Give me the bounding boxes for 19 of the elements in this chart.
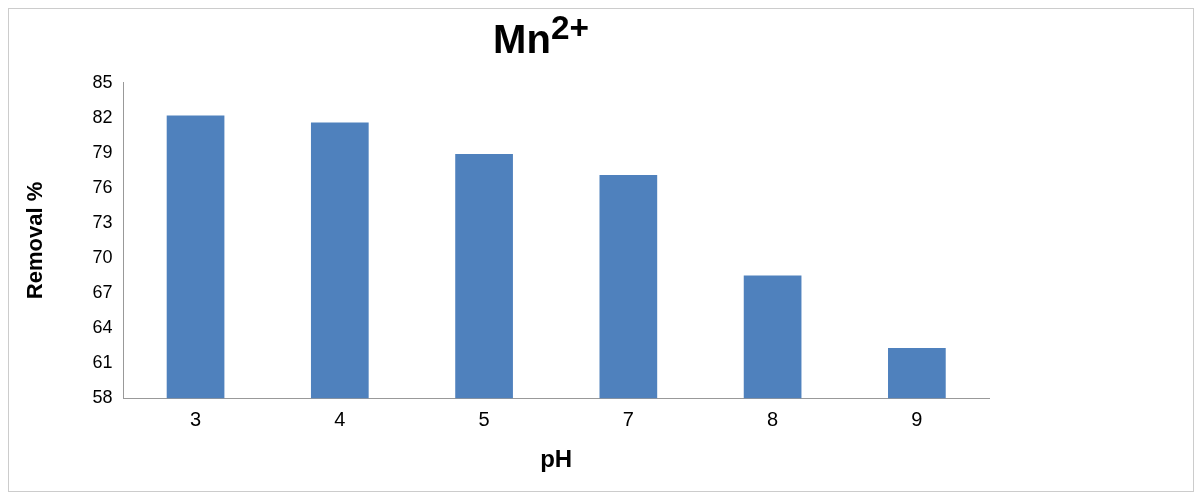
x-axis-title: pH — [540, 445, 573, 473]
y-tick-label: 58 — [92, 387, 113, 408]
x-tick-label: 8 — [767, 407, 779, 430]
x-tick-label: 9 — [911, 407, 923, 430]
y-tick-label: 79 — [92, 141, 113, 162]
chart-title: Mn$^{2+}$ — [492, 9, 590, 64]
y-tick-label: 76 — [92, 176, 113, 197]
y-tick-label: 73 — [92, 211, 113, 232]
x-tick-label: 4 — [334, 407, 346, 430]
y-tick-label: 70 — [92, 246, 113, 267]
x-tick-label: 7 — [622, 407, 634, 430]
x-tick-label: 5 — [478, 407, 490, 430]
y-tick-label: 82 — [92, 106, 113, 127]
y-tick-label: 64 — [92, 317, 113, 338]
y-axis-title: Removal % — [22, 181, 48, 300]
x-tick-label: 3 — [189, 407, 202, 430]
y-tick-label: 85 — [92, 71, 113, 92]
y-tick-label: 61 — [92, 352, 113, 373]
y-tick-label: 67 — [92, 282, 113, 303]
